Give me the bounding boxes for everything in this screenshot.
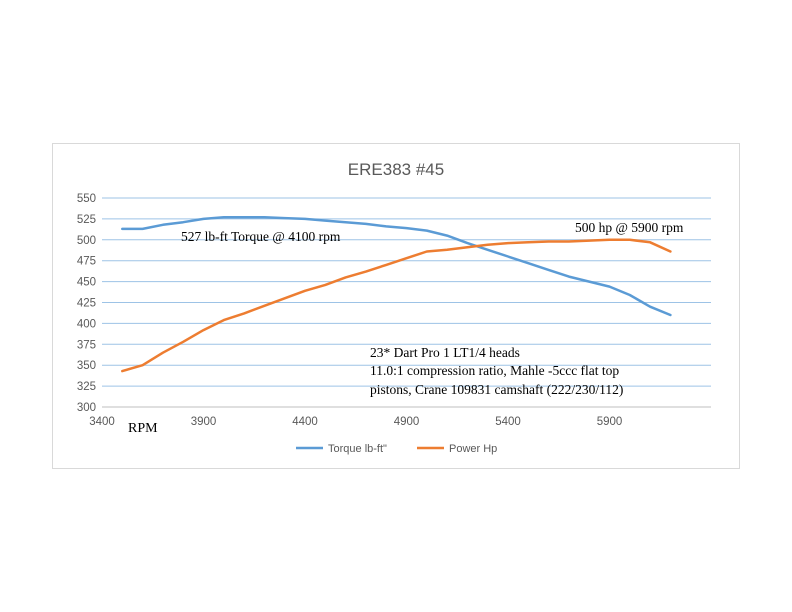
x-axis-label: RPM (128, 421, 158, 436)
y-tick-label: 450 (77, 277, 96, 289)
legend-label-0: Torque lb-ft" (328, 443, 387, 455)
y-axis: 300 325 350 375 400 425 450 475 500 525 550 (77, 193, 96, 414)
grid (102, 197, 711, 408)
y-tick-label: 425 (77, 298, 96, 310)
x-tick-label: 3900 (191, 416, 217, 428)
y-tick-label: 475 (77, 256, 96, 268)
x-tick-label: 4400 (292, 416, 318, 428)
y-tick-label: 500 (77, 235, 96, 247)
series-group (121, 215, 672, 373)
y-tick-label: 325 (77, 381, 96, 393)
x-tick-label: 5400 (495, 416, 521, 428)
x-tick-label: 5900 (597, 416, 623, 428)
y-tick-label: 525 (77, 214, 96, 226)
x-tick-label: 4900 (394, 416, 420, 428)
x-tick-label: 3400 (89, 416, 115, 428)
chart-svg: ERE383 #45 300 325 350 375 400 425 450 475 500 52… (77, 160, 711, 455)
y-tick-label: 350 (77, 360, 96, 372)
y-tick-label: 300 (77, 402, 96, 414)
series-line-1 (121, 238, 672, 373)
build-note-line-1: 23* Dart Pro 1 LT1/4 heads (370, 345, 520, 360)
build-note-line-2: 11.0:1 compression ratio, Mahle -5ccc fl… (370, 363, 619, 378)
power-peak-annotation: 500 hp @ 5900 rpm (575, 220, 684, 235)
torque-peak-annotation: 527 lb-ft Torque @ 4100 rpm (181, 229, 341, 244)
y-tick-label: 550 (77, 193, 96, 205)
chart-title: ERE383 #45 (348, 160, 444, 179)
x-axis: 3400 3900 4400 4900 5400 5900 (89, 416, 622, 428)
y-tick-label: 400 (77, 318, 96, 330)
legend-label-1: Power Hp (449, 443, 497, 455)
legend: Torque lb-ft" Power Hp (296, 443, 497, 455)
y-tick-label: 375 (77, 339, 96, 351)
series-line-0 (121, 215, 672, 317)
chart-frame: ERE383 #45 300 325 350 375 400 425 450 475 500 52… (52, 143, 740, 469)
build-note-line-3: pistons, Crane 109831 camshaft (222/230/… (370, 382, 623, 397)
